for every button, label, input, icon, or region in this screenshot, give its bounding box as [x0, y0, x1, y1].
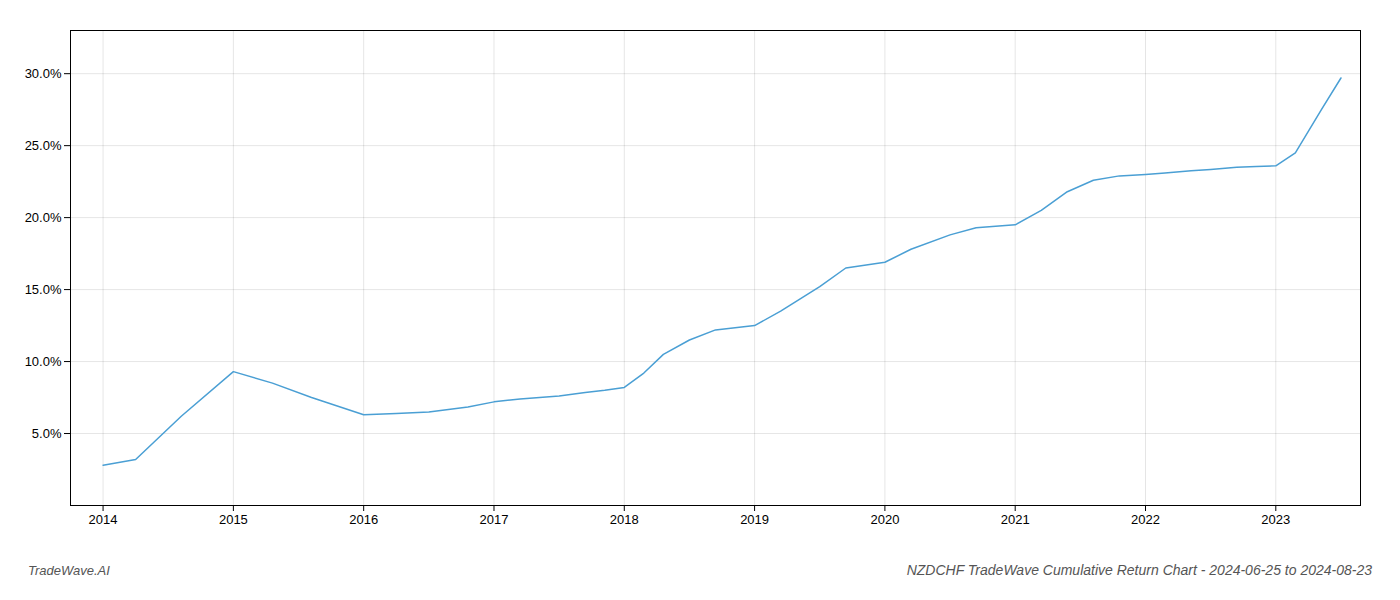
svg-text:2016: 2016 [349, 512, 378, 527]
svg-text:15.0%: 15.0% [25, 282, 62, 297]
svg-text:2022: 2022 [1131, 512, 1160, 527]
svg-text:2015: 2015 [219, 512, 248, 527]
svg-text:10.0%: 10.0% [25, 354, 62, 369]
svg-text:2021: 2021 [1001, 512, 1030, 527]
html-text:TradeWave.AI: TradeWave.AI [28, 562, 110, 578]
svg-text:25.0%: 25.0% [25, 138, 62, 153]
svg-text:5.0%: 5.0% [32, 426, 62, 441]
svg-text:2018: 2018 [610, 512, 639, 527]
svg-text:2017: 2017 [480, 512, 509, 527]
svg-text:20.0%: 20.0% [25, 210, 62, 225]
svg-text:2020: 2020 [870, 512, 899, 527]
svg-text:2014: 2014 [89, 512, 118, 527]
svg-text:30.0%: 30.0% [25, 66, 62, 81]
html-text:NZDCHF TradeWave Cumulative Re: NZDCHF TradeWave Cumulative Return Chart… [906, 562, 1372, 578]
svg-text:2023: 2023 [1261, 512, 1290, 527]
svg-text:2019: 2019 [740, 512, 769, 527]
